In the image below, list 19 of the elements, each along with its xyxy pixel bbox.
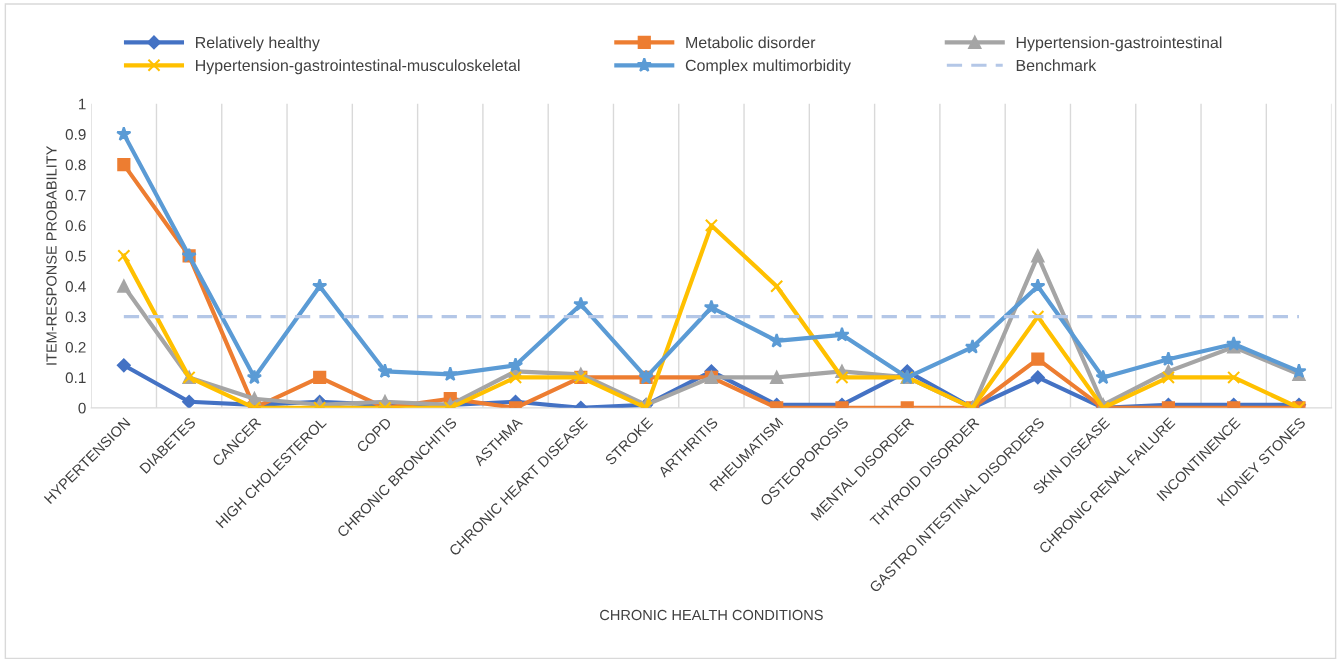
legend-label: Complex multimorbidity: [685, 59, 851, 75]
legend-label: Hypertension-gastrointestinal: [1016, 36, 1222, 52]
y-tick-label: 0: [78, 402, 86, 414]
y-tick-label: 0.3: [65, 311, 86, 323]
y-tick-label: 0.5: [65, 250, 86, 262]
y-tick-label: 0.9: [65, 129, 86, 140]
y-tick-label: 0.6: [65, 220, 86, 232]
legend-label: Metabolic disorder: [686, 36, 816, 49]
y-tick-label: 0.2: [65, 341, 86, 353]
y-tick-label: 1: [79, 98, 86, 110]
y-tick-label: 0.8: [65, 159, 86, 171]
legend-label: Hypertension-gastrointestinal-musculoskeletal: [196, 59, 520, 75]
y-tick-label: 0.4: [65, 281, 86, 292]
legend-label: Relatively healthy: [196, 36, 320, 52]
x-axis-title: CHRONIC HEALTH CONDITIONS: [600, 609, 823, 621]
y-tick-label: 0.1: [65, 372, 86, 384]
legend-label: Benchmark: [1016, 59, 1097, 72]
y-tick-label: 0.7: [65, 189, 86, 201]
y-axis-title: ITEM-RESPONSE PROBABILITY: [46, 145, 57, 365]
